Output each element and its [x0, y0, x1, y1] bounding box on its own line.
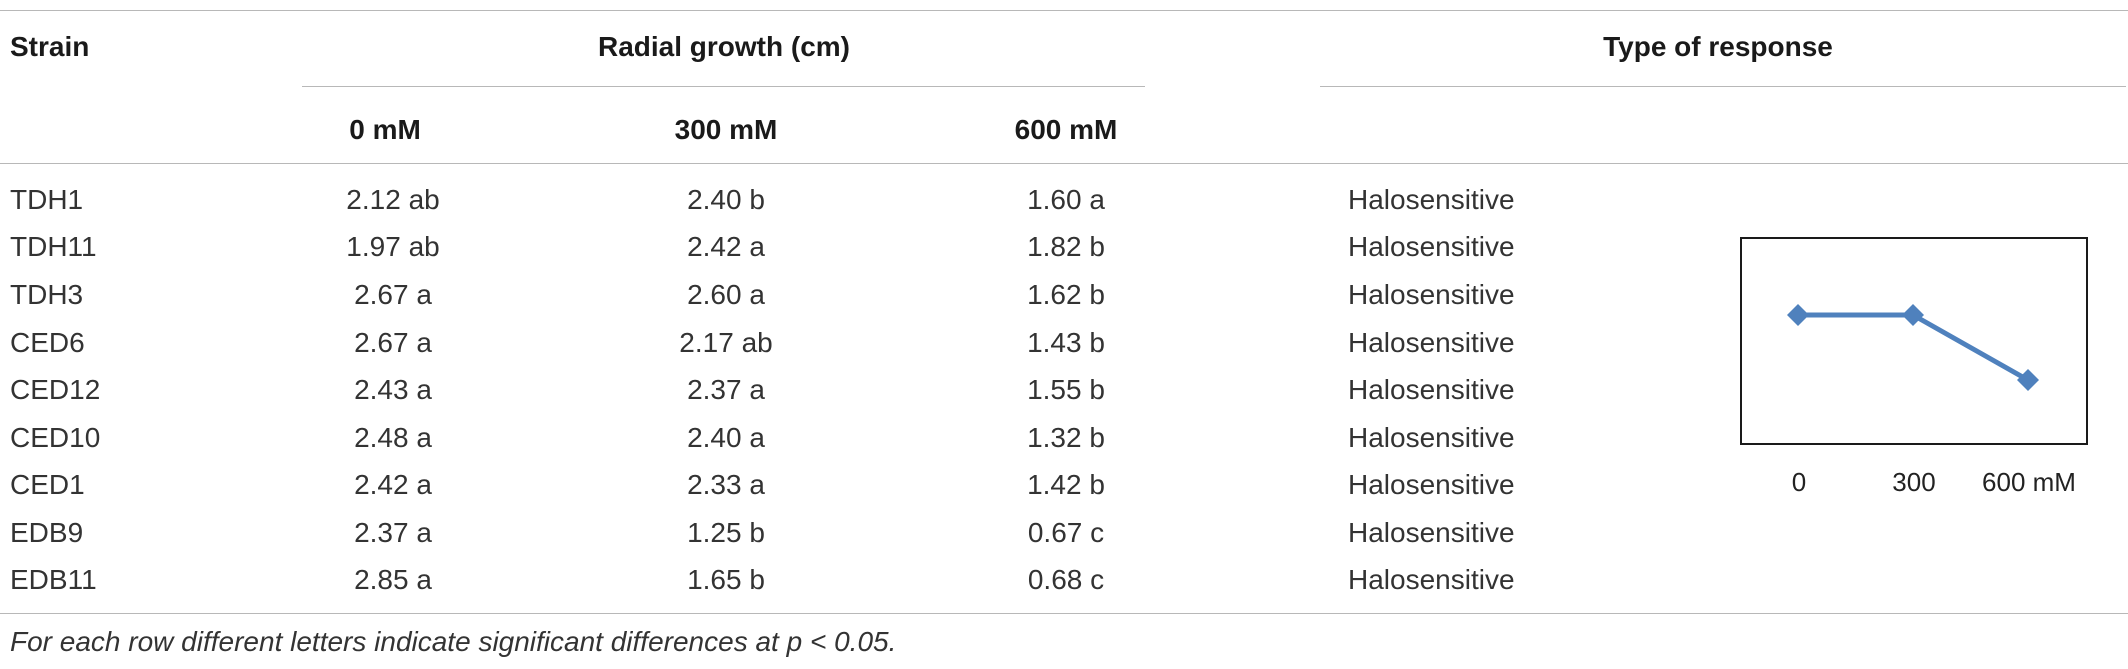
value-300mm: 2.33 a: [687, 469, 765, 500]
strain-cell: TDH1: [10, 184, 84, 215]
strain-cell: EDB11: [10, 564, 97, 595]
strain-cell: CED12: [10, 374, 101, 405]
data-point-1: [1902, 304, 1924, 326]
strain-cell: CED6: [10, 327, 85, 358]
mini-chart-tick-600: 600 mM: [1982, 467, 2076, 497]
value-300mm: 2.60 a: [687, 279, 765, 310]
strain-cell: TDH3: [10, 279, 84, 310]
value-0mm: 1.97 ab: [346, 231, 440, 262]
value-600mm: 1.32 b: [1027, 422, 1105, 453]
header-600mm: 600 mM: [1014, 114, 1118, 145]
value-300mm: 1.65 b: [687, 564, 765, 595]
value-300mm: 1.25 b: [687, 517, 765, 548]
table-bottom-rule: [0, 613, 2128, 614]
value-300mm: 2.37 a: [687, 374, 765, 405]
response-cell: Halosensitive: [1348, 517, 1515, 548]
header-radial-growth: Radial growth (cm): [597, 31, 851, 62]
mini-chart-tick-300: 300: [1892, 467, 1936, 497]
type-of-response-rule: [1320, 86, 2126, 87]
value-0mm: 2.43 a: [354, 374, 432, 405]
response-cell: Halosensitive: [1348, 564, 1515, 595]
response-cell: Halosensitive: [1348, 279, 1515, 310]
value-300mm: 2.40 a: [687, 422, 765, 453]
value-0mm: 2.37 a: [354, 517, 432, 548]
response-mini-chart: [1740, 237, 2088, 445]
value-600mm: 1.62 b: [1027, 279, 1105, 310]
value-0mm: 2.12 ab: [346, 184, 440, 215]
value-300mm: 2.17 ab: [679, 327, 773, 358]
table-footnote: For each row different letters indicate …: [10, 626, 897, 657]
value-600mm: 0.67 c: [1027, 517, 1105, 548]
value-600mm: 1.60 a: [1027, 184, 1105, 215]
header-0mm: 0 mM: [349, 114, 421, 145]
value-600mm: 1.82 b: [1027, 231, 1105, 262]
response-cell: Halosensitive: [1348, 184, 1515, 215]
value-600mm: 1.42 b: [1027, 469, 1105, 500]
response-cell: Halosensitive: [1348, 469, 1515, 500]
header-bottom-rule: [0, 163, 2128, 164]
header-300mm: 300 mM: [674, 114, 778, 145]
value-300mm: 2.42 a: [687, 231, 765, 262]
value-0mm: 2.67 a: [354, 327, 432, 358]
response-cell: Halosensitive: [1348, 231, 1515, 262]
data-point-2: [2017, 369, 2039, 391]
header-type-of-response: Type of response: [1603, 31, 1833, 62]
radial-growth-rule: [302, 86, 1145, 87]
value-600mm: 0.68 c: [1027, 564, 1105, 595]
header-strain: Strain: [10, 31, 90, 62]
value-0mm: 2.48 a: [354, 422, 432, 453]
response-cell: Halosensitive: [1348, 327, 1515, 358]
response-cell: Halosensitive: [1348, 374, 1515, 405]
value-600mm: 1.43 b: [1027, 327, 1105, 358]
value-0mm: 2.85 a: [354, 564, 432, 595]
chart-frame: [1740, 237, 2088, 445]
value-0mm: 2.67 a: [354, 279, 432, 310]
mini-chart-tick-0: 0: [1791, 467, 1807, 497]
table-top-rule: [0, 10, 2128, 11]
data-point-0: [1787, 304, 1809, 326]
strain-cell: CED10: [10, 422, 101, 453]
strain-cell: EDB9: [10, 517, 84, 548]
strain-cell: CED1: [10, 469, 85, 500]
response-cell: Halosensitive: [1348, 422, 1515, 453]
value-0mm: 2.42 a: [354, 469, 432, 500]
value-300mm: 2.40 b: [687, 184, 765, 215]
value-600mm: 1.55 b: [1027, 374, 1105, 405]
strain-cell: TDH11: [10, 231, 97, 262]
